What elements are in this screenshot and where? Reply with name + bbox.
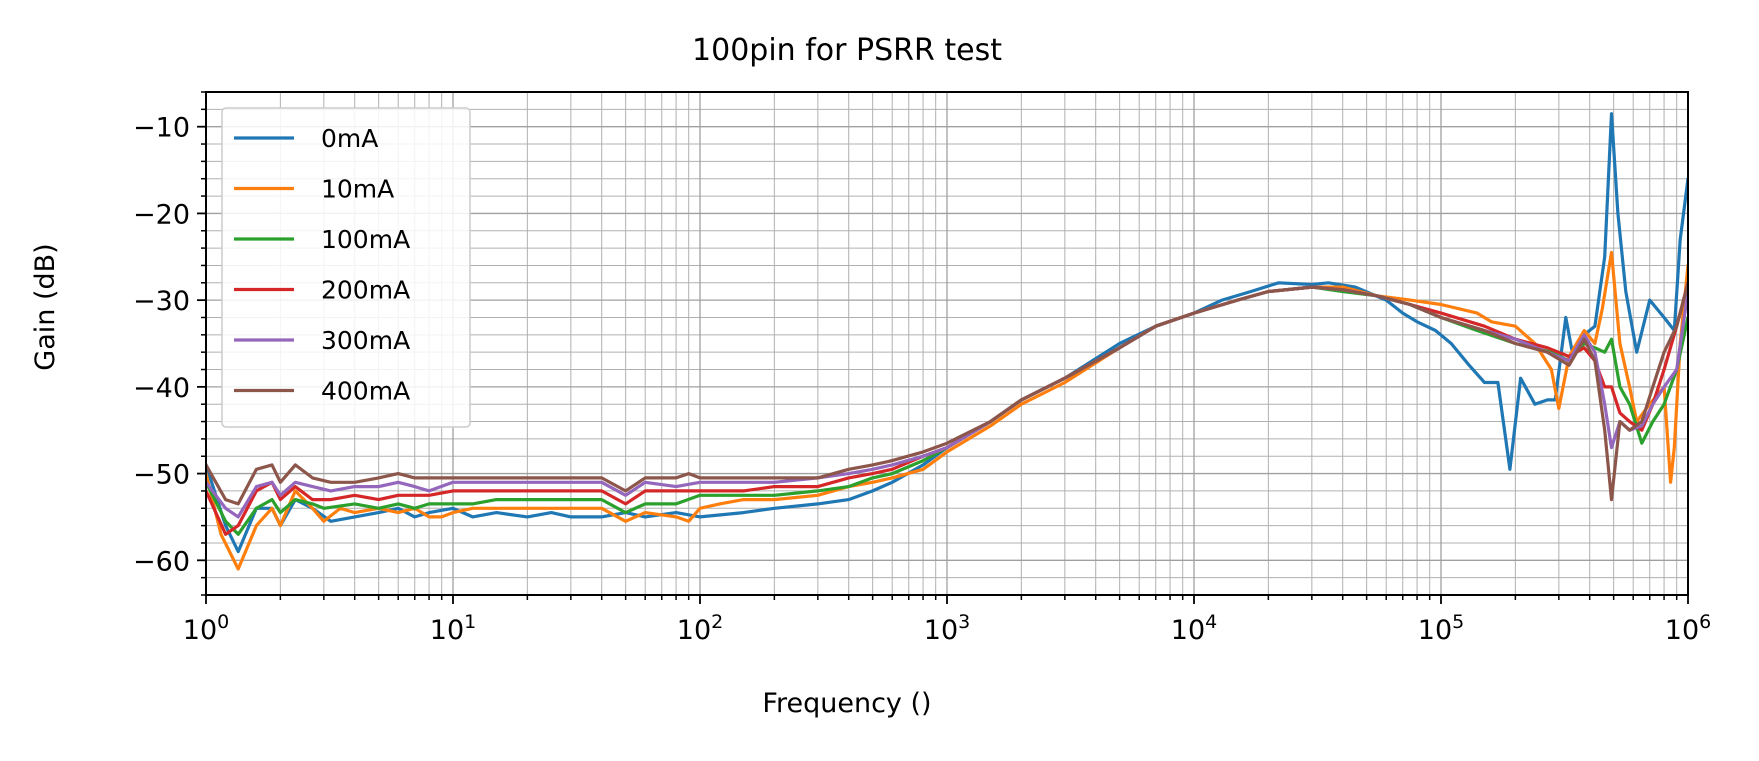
x-tick-label: 104 bbox=[1171, 611, 1217, 646]
y-tick-label: −60 bbox=[133, 546, 190, 577]
y-tick-label: −10 bbox=[133, 113, 190, 144]
x-tick-label: 102 bbox=[677, 611, 723, 646]
series-line-10mA bbox=[206, 250, 1688, 571]
y-tick-label: −30 bbox=[133, 286, 190, 317]
x-tick-label: 101 bbox=[430, 611, 476, 646]
legend: 0mA 10mA 100mA 200mA 300mA 400mA bbox=[221, 107, 471, 428]
y-axis-label: Gain (dB) bbox=[30, 243, 61, 370]
series-line-400mA bbox=[206, 281, 1688, 506]
chart-title: 100pin for PSRR test bbox=[692, 33, 1002, 68]
legend-label: 10mA bbox=[321, 175, 394, 204]
x-tick-label: 105 bbox=[1418, 611, 1464, 646]
legend-label: 100mA bbox=[321, 225, 410, 254]
y-tick-label: −50 bbox=[133, 460, 190, 491]
x-tick-label: 103 bbox=[924, 611, 970, 646]
legend-label: 0mA bbox=[321, 124, 378, 153]
x-tick-label: 100 bbox=[183, 611, 229, 646]
y-tick-label: −20 bbox=[133, 199, 190, 230]
x-tick-label: 106 bbox=[1665, 611, 1711, 646]
legend-label: 400mA bbox=[321, 377, 410, 406]
series-lines bbox=[206, 112, 1688, 571]
series-line-300mA bbox=[206, 285, 1688, 519]
legend-label: 300mA bbox=[321, 326, 410, 355]
x-axis-label: Frequency () bbox=[762, 688, 931, 719]
legend-label: 200mA bbox=[321, 276, 410, 305]
axis-ticks: 100 101 102 103 104 105 106 −10 −20 −30 −40 −50 −60 bbox=[133, 91, 1711, 646]
y-tick-label: −40 bbox=[133, 373, 190, 404]
